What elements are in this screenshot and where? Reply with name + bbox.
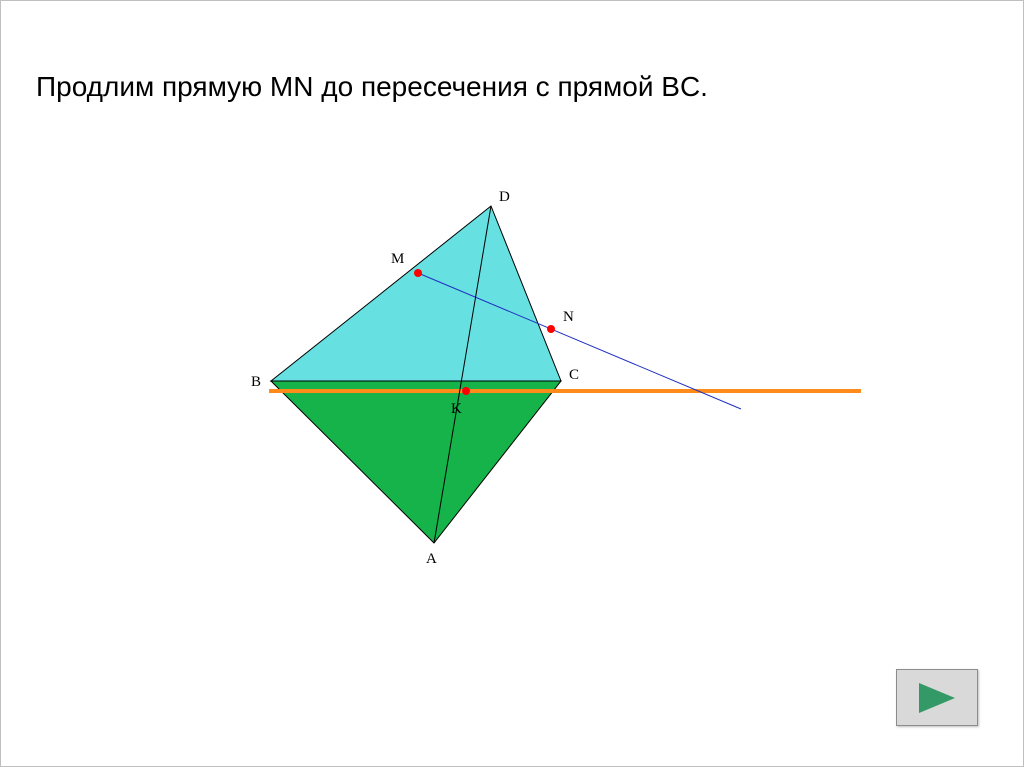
point-label-C: C [569,367,579,383]
point-marker [414,269,422,277]
diagram-svg: D M N B C K A [121,181,881,601]
face [271,381,561,543]
point-label-K: K [451,401,462,417]
face [271,206,561,381]
slide-title: Продлим прямую MN до пересечения с прямо… [36,71,986,103]
play-icon [915,681,959,715]
point-label-M: M [391,251,404,267]
point-label-D: D [499,189,510,205]
slide: Продлим прямую MN до пересечения с прямо… [0,0,1024,767]
point-label-N: N [563,309,574,325]
point-label-A: A [426,551,437,567]
point-label-B: B [251,374,261,390]
next-button[interactable] [896,669,978,726]
point-marker [462,387,470,395]
geometry-diagram: D M N B C K A [121,181,881,606]
point-marker [547,325,555,333]
